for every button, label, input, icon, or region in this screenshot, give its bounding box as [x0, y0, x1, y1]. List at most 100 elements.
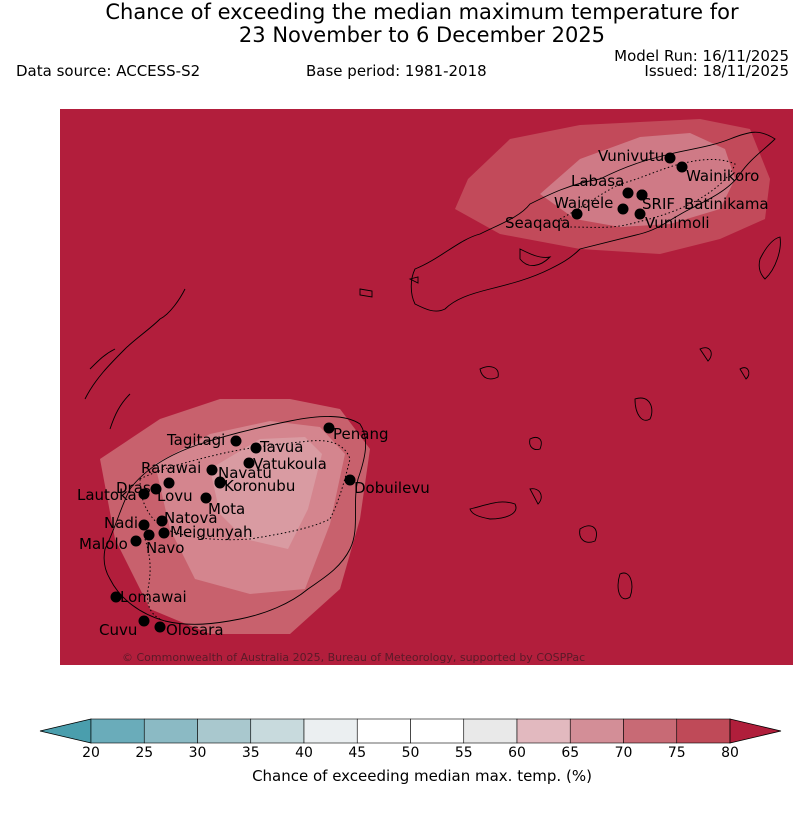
station-label-olosara: Olosara	[166, 621, 224, 639]
lau-islands	[529, 397, 653, 600]
colorbar-tick-25: 25	[135, 745, 154, 761]
vanua-levu-boundary	[559, 159, 736, 228]
station-marker-rarawai	[206, 464, 218, 476]
station-marker-navo	[143, 529, 155, 541]
kadavu-coast	[469, 501, 517, 520]
colorbar-tick-65: 65	[561, 745, 580, 761]
station-label-vatukoula: Vatukoula	[253, 455, 327, 473]
issued-label: Issued: 18/11/2025	[644, 62, 789, 80]
station-label-natova: Natova	[164, 509, 218, 527]
colorbar-tick-50: 50	[401, 745, 420, 761]
gau-island	[579, 525, 597, 543]
station-marker-lomawai	[110, 591, 122, 603]
chart-title-line-1: Chance of exceeding the median maximum t…	[105, 0, 739, 24]
colorbar-bin-5	[356, 718, 411, 744]
station-label-malolo: Malolo	[79, 535, 128, 553]
colorbar-over-arrow	[729, 718, 782, 744]
colorbar-bin-9	[569, 718, 624, 744]
koro-island	[479, 366, 499, 380]
colorbar-bin-0	[90, 718, 145, 744]
colorbar-bin-4	[303, 718, 358, 744]
station-marker-cuvu	[138, 615, 150, 627]
vanua-levu-shading	[455, 119, 770, 254]
district-boundaries	[139, 159, 736, 620]
station-marker-malolo	[130, 535, 142, 547]
station-marker-olosara	[154, 621, 166, 633]
station-marker-lovu	[163, 477, 175, 489]
coastlines	[84, 131, 781, 625]
ovalau-island	[529, 437, 542, 450]
station-label-lovu: Lovu	[157, 487, 193, 505]
station-label-dobuilevu: Dobuilevu	[354, 479, 430, 497]
station-markers: Vunivutu Wainikoro Labasa SRIF Batinikama Wai…	[77, 147, 769, 639]
viti-levu-80-contour	[210, 437, 322, 549]
vanua-levu-north-islet	[519, 248, 552, 266]
colorbar-tick-45: 45	[348, 745, 367, 761]
copyright-notice: © Commonwealth of Australia 2025, Bureau…	[122, 651, 585, 664]
taveuni-coast	[758, 236, 781, 280]
station-marker-wainikoro	[676, 161, 688, 173]
station-label-batinikama: Batinikama	[684, 195, 769, 213]
station-marker-vunivutu	[664, 152, 676, 164]
colorbar-label: Chance of exceeding median max. temp. (%…	[252, 767, 592, 785]
chart-title-line-2: 23 November to 6 December 2025	[238, 23, 606, 47]
station-marker-nadi	[138, 519, 150, 531]
station-label-tavua: Tavua	[259, 438, 303, 456]
station-label-tagitagi: Tagitagi	[166, 431, 225, 449]
colorbar-bin-10	[623, 718, 678, 744]
colorbar-tick-35: 35	[241, 745, 260, 761]
station-label-seaqaqa: Seaqaqa	[505, 214, 570, 232]
colorbar-bin-11	[676, 718, 731, 744]
station-marker-penang	[323, 422, 335, 434]
station-label-mota: Mota	[208, 500, 245, 518]
viti-levu-boundary	[139, 440, 351, 541]
colorbar-tick-30: 30	[188, 745, 207, 761]
viti-levu-coast	[103, 416, 367, 625]
colorbar-tick-40: 40	[295, 745, 313, 761]
station-marker-koronubu	[214, 477, 226, 489]
data-source-label: Data source: ACCESS-S2	[16, 62, 201, 80]
colorbar-bin-3	[250, 718, 305, 744]
vanua-levu-75-contour	[540, 133, 735, 227]
colorbar-tick-80: 80	[721, 745, 739, 761]
colorbar-tick-60: 60	[508, 745, 526, 761]
bligh-water-islets	[359, 276, 419, 298]
model-run-label: Model Run: 16/11/2025	[614, 47, 789, 65]
vanua-levu-coast	[410, 131, 776, 312]
station-label-cuvu: Cuvu	[99, 621, 137, 639]
station-label-srif: SRIF	[642, 195, 675, 213]
station-label-meigunyah: Meigunyah	[170, 523, 252, 541]
station-marker-vunimoli	[634, 208, 646, 220]
station-marker-dobuilevu	[344, 474, 356, 486]
station-label-wainikoro: Wainikoro	[686, 167, 759, 185]
east-reef-islets	[699, 347, 750, 380]
colorbar-tick-70: 70	[614, 745, 633, 761]
colorbar-under-arrow	[39, 718, 92, 744]
station-marker-tagitagi	[230, 435, 242, 447]
station-label-navatu: Navatu	[218, 464, 272, 482]
station-marker-seaqaqa	[571, 208, 583, 220]
station-marker-drasa	[150, 483, 162, 495]
colorbar-bin-8	[516, 718, 571, 744]
station-marker-lautoka	[138, 488, 150, 500]
colorbar-bin-2	[197, 718, 252, 744]
station-marker-labasa	[622, 187, 634, 199]
station-label-lautoka: Lautoka	[77, 486, 137, 504]
station-label-rarawai: Rarawai	[141, 459, 201, 477]
colorbar-tick-75: 75	[667, 745, 686, 761]
base-period-label: Base period: 1981-2018	[306, 62, 487, 80]
station-marker-vatukoula	[243, 457, 255, 469]
station-label-lomawai: Lomawai	[120, 588, 187, 606]
west-viti-boundary	[144, 538, 161, 620]
colorbar-bin-7	[463, 718, 518, 744]
station-marker-natova	[156, 515, 168, 527]
colorbar-bin-1	[143, 718, 198, 744]
station-label-labasa: Labasa	[571, 172, 624, 190]
station-marker-meigunyah	[158, 527, 170, 539]
colorbar-tick-55: 55	[454, 745, 473, 761]
yasawa-islands	[84, 288, 186, 430]
colorbar-tick-20: 20	[82, 745, 100, 761]
station-label-vunimoli: Vunimoli	[645, 214, 710, 232]
station-label-navo: Navo	[146, 539, 184, 557]
station-marker-waiqele	[617, 203, 629, 215]
